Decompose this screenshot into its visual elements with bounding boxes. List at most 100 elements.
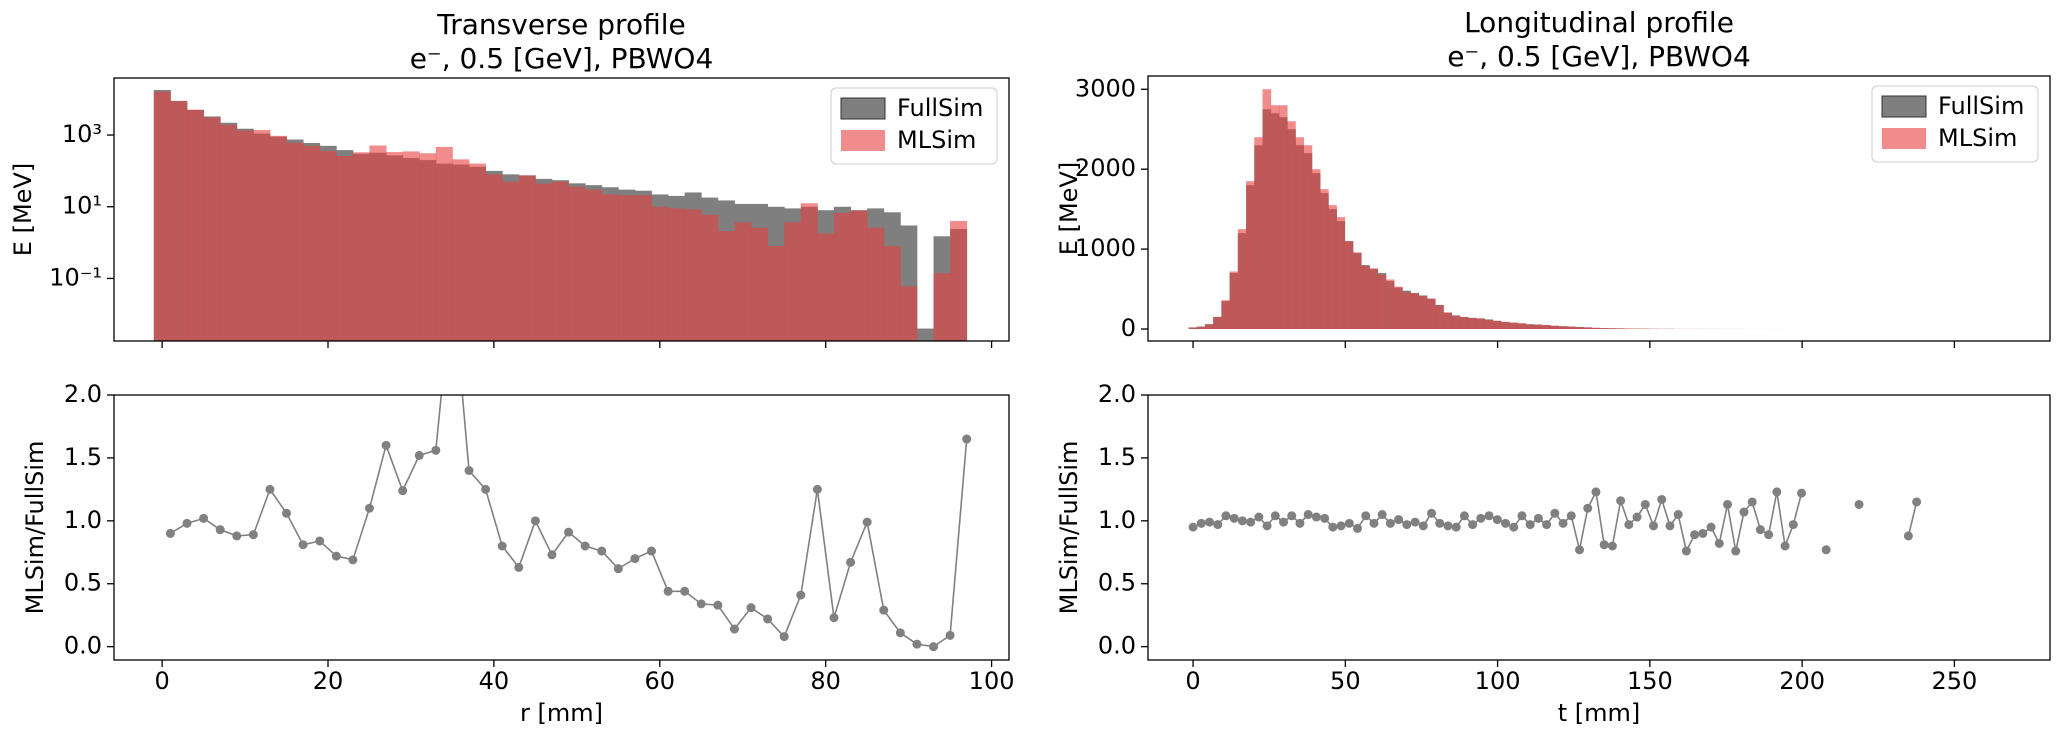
ratio-point bbox=[1492, 515, 1502, 525]
ratio-point bbox=[215, 525, 225, 535]
histogram-bar bbox=[618, 195, 636, 341]
histogram-bar bbox=[668, 208, 686, 341]
y-tick-label: 0.0 bbox=[1098, 632, 1136, 660]
axes-frame bbox=[1147, 394, 2051, 661]
histogram-bar bbox=[734, 222, 752, 341]
histogram-bar bbox=[1328, 205, 1337, 330]
histogram-bar bbox=[1484, 319, 1494, 330]
ratio-point bbox=[1714, 538, 1724, 548]
ratio-point bbox=[829, 613, 839, 623]
ratio-point bbox=[696, 599, 706, 609]
histogram-bar bbox=[303, 145, 321, 341]
ratio-point bbox=[1690, 530, 1700, 540]
histogram-bar bbox=[1517, 323, 1527, 330]
ratio-point bbox=[481, 484, 491, 494]
y-axis-label: E [MeV] bbox=[9, 163, 37, 256]
histogram-bar bbox=[1352, 252, 1362, 330]
y-tick-label: 10³ bbox=[62, 120, 102, 148]
chart-subtitle: e⁻, 0.5 [GeV], PBWO4 bbox=[1447, 40, 1751, 73]
histogram-bar bbox=[751, 227, 769, 341]
histogram-bar bbox=[435, 146, 453, 341]
y-tick-label: 3000 bbox=[1075, 74, 1136, 102]
ratio-point bbox=[1632, 512, 1642, 522]
x-tick-label: 50 bbox=[1330, 667, 1361, 695]
histogram-bar bbox=[1558, 326, 1568, 330]
ratio-point bbox=[1788, 520, 1798, 530]
ratio-point bbox=[1533, 513, 1543, 523]
y-axis-label: E [MeV] bbox=[1055, 162, 1083, 255]
ratio-point bbox=[1797, 488, 1807, 498]
histogram-bar bbox=[1246, 181, 1255, 330]
ratio-point bbox=[729, 624, 739, 634]
histogram-bar bbox=[1361, 265, 1370, 330]
ratio-point bbox=[1394, 515, 1404, 525]
ratio-point bbox=[1698, 528, 1708, 538]
ratio-point bbox=[381, 440, 391, 450]
ratio-point bbox=[1591, 487, 1601, 497]
ratio-point bbox=[1681, 546, 1691, 556]
histogram-bar bbox=[1229, 271, 1239, 330]
histogram-bar bbox=[1566, 326, 1576, 330]
ratio-point bbox=[713, 600, 723, 610]
histogram-bar bbox=[1394, 286, 1403, 330]
histogram-bar bbox=[286, 142, 304, 341]
histogram-bar bbox=[502, 181, 520, 341]
ratio-point bbox=[1731, 546, 1741, 556]
histogram-bar bbox=[253, 130, 271, 341]
ratio-point bbox=[1443, 521, 1453, 531]
x-tick-label: 20 bbox=[313, 667, 344, 695]
x-tick-label: 100 bbox=[969, 667, 1015, 695]
histogram-bar bbox=[1402, 292, 1411, 330]
ratio-point bbox=[1435, 518, 1445, 528]
ratio-point bbox=[962, 434, 972, 444]
ratio-point bbox=[1509, 522, 1519, 532]
histogram-bar bbox=[950, 221, 968, 341]
ratio-point bbox=[1361, 511, 1371, 521]
y-tick-label: 1.0 bbox=[1098, 506, 1136, 534]
ratio-point bbox=[1328, 522, 1338, 532]
ratio-point bbox=[199, 513, 209, 523]
ratio-point bbox=[1295, 518, 1305, 528]
x-tick-label: 0 bbox=[154, 667, 169, 695]
y-tick-label: 0.5 bbox=[1098, 569, 1136, 597]
histogram-bar bbox=[1525, 324, 1535, 330]
histogram-bar bbox=[651, 206, 669, 341]
ratio-point bbox=[232, 531, 242, 541]
ratio-point bbox=[597, 546, 607, 556]
ratio-point bbox=[1336, 521, 1346, 531]
ratio-point bbox=[1657, 494, 1667, 504]
histogram-bar bbox=[800, 203, 818, 341]
histogram-bar bbox=[518, 175, 536, 341]
ratio-point bbox=[1542, 520, 1552, 530]
ratio-point bbox=[1566, 511, 1576, 521]
histogram-bar bbox=[170, 101, 188, 341]
ratio-point bbox=[348, 555, 358, 565]
y-tick-label: 1.5 bbox=[1098, 443, 1136, 471]
y-tick-label: 2.0 bbox=[1098, 380, 1136, 408]
histogram-bar bbox=[684, 209, 702, 341]
ratio-point bbox=[1665, 521, 1675, 531]
ratio-point bbox=[1237, 516, 1247, 526]
ratio-point bbox=[1706, 522, 1716, 532]
x-axis-label: t [mm] bbox=[1558, 699, 1641, 727]
ratio-point bbox=[1912, 497, 1922, 507]
ratio-point bbox=[1303, 510, 1313, 520]
histogram-bar bbox=[568, 186, 586, 341]
histogram-bar bbox=[1377, 274, 1387, 330]
histogram-bar bbox=[352, 152, 370, 341]
ratio-point bbox=[1213, 520, 1223, 530]
histogram-bar bbox=[236, 130, 254, 341]
plot-area bbox=[153, 90, 968, 341]
ratio-point bbox=[1205, 517, 1215, 527]
y-tick-label: 10⁻¹ bbox=[49, 263, 102, 291]
histogram-bar bbox=[900, 286, 918, 341]
histogram-bar bbox=[717, 231, 735, 341]
histogram-bar bbox=[1435, 305, 1444, 330]
histogram-bar bbox=[1385, 279, 1395, 330]
histogram-bar bbox=[402, 151, 420, 341]
legend-label: MLSim bbox=[1938, 124, 2017, 152]
histogram-bar bbox=[1295, 137, 1305, 330]
histogram-bar bbox=[1451, 315, 1461, 330]
ratio-point bbox=[331, 551, 341, 561]
histogram-bar bbox=[1492, 320, 1502, 330]
